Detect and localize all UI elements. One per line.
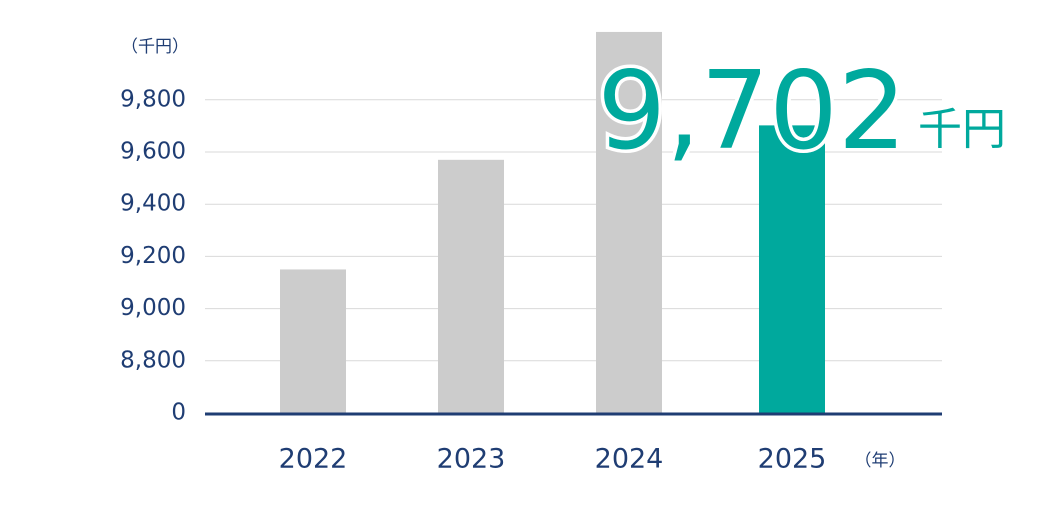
x-tick-label: 2022 xyxy=(279,444,348,475)
bar xyxy=(759,125,825,414)
y-tick-label: 9,200 xyxy=(120,243,186,269)
y-tick-label: 9,000 xyxy=(120,295,186,321)
bar xyxy=(596,31,662,413)
y-tick-label: 9,600 xyxy=(120,139,186,165)
y-tick-label: 9,800 xyxy=(120,86,186,112)
y-tick-label: 0 xyxy=(171,400,186,426)
x-unit: （年） xyxy=(855,451,906,471)
x-tick-label: 2024 xyxy=(595,444,664,475)
y-tick-label: 8,800 xyxy=(120,347,186,373)
bar xyxy=(438,159,504,413)
x-tick-label: 2025 xyxy=(758,444,827,475)
x-tick-label: 2023 xyxy=(437,444,506,475)
value-label-unit: 千円 xyxy=(918,104,1006,155)
y-tick-label: 9,400 xyxy=(120,191,186,217)
value-label: 9,702 xyxy=(597,49,906,174)
y-unit: （千円） xyxy=(121,37,189,57)
bar xyxy=(280,269,346,413)
